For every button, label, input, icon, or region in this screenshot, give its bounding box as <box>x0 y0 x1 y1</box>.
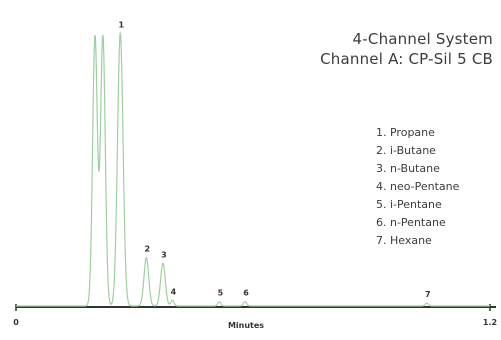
x-tick-label: 1.2 <box>483 318 497 327</box>
legend-item: 3. n-Butane <box>376 162 440 175</box>
legend-item: 6. n-Pentane <box>376 216 446 229</box>
chromatogram-trace <box>16 31 490 307</box>
peak-label-3: 3 <box>161 250 167 259</box>
x-tick-label: 0 <box>13 318 19 327</box>
peak-label-5: 5 <box>218 289 224 298</box>
peak-label-1: 1 <box>118 20 124 29</box>
peak-label-2: 2 <box>145 245 151 254</box>
peak-label-6: 6 <box>243 289 249 298</box>
x-axis-label: Minutes <box>228 321 264 330</box>
legend-item: 4. neo-Pentane <box>376 180 460 193</box>
peak-label-7: 7 <box>425 290 431 299</box>
legend-item: 5. i-Pentane <box>376 198 442 211</box>
legend: 1. Propane 2. i-Butane 3. n-Butane 4. ne… <box>376 124 459 250</box>
legend-item: 1. Propane <box>376 126 435 139</box>
peak-label-4: 4 <box>171 287 177 296</box>
legend-item: 7. Hexane <box>376 234 432 247</box>
x-ticks: 0 1.2 <box>13 304 497 327</box>
chart-title-line-2: Channel A: CP-Sil 5 CB <box>320 50 493 68</box>
peak-labels: 1 2 3 4 5 6 7 <box>118 20 430 299</box>
chart-title-line-1: 4-Channel System <box>352 30 493 48</box>
legend-item: 2. i-Butane <box>376 144 436 157</box>
